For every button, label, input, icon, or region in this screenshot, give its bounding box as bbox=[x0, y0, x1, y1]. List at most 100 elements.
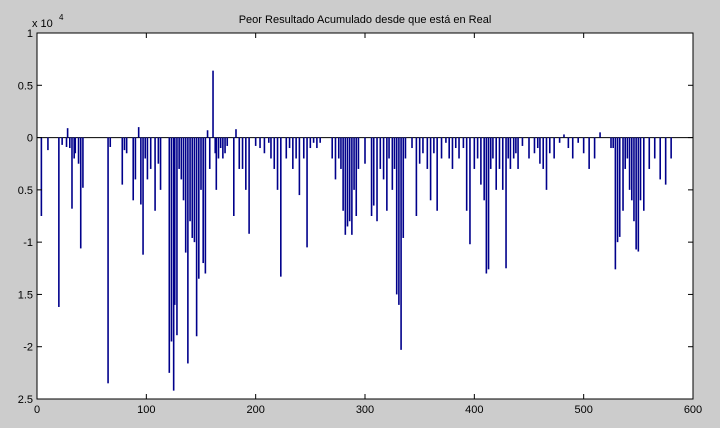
bar bbox=[146, 137, 149, 180]
bar bbox=[280, 137, 282, 277]
bar bbox=[670, 137, 672, 159]
bar bbox=[509, 137, 512, 169]
x-tick-label: 400 bbox=[465, 404, 483, 416]
bar bbox=[346, 137, 349, 227]
bar bbox=[612, 137, 614, 149]
bar bbox=[558, 137, 561, 143]
bar bbox=[189, 137, 191, 222]
x-tick-label: 300 bbox=[356, 404, 374, 416]
bar bbox=[312, 137, 315, 143]
bar bbox=[142, 137, 144, 255]
bar bbox=[582, 137, 585, 154]
bar bbox=[222, 137, 224, 159]
bar bbox=[306, 137, 308, 248]
y-tick-label: 0 bbox=[27, 133, 33, 145]
bar bbox=[633, 137, 635, 222]
exponent-label: x 10 4 bbox=[32, 13, 64, 30]
bar bbox=[512, 137, 515, 159]
bar bbox=[517, 137, 519, 169]
bar bbox=[212, 70, 214, 138]
bar bbox=[109, 137, 112, 147]
exponent-base: x 10 bbox=[32, 18, 53, 30]
bar bbox=[154, 137, 156, 211]
bar bbox=[159, 137, 162, 190]
bar bbox=[267, 137, 270, 143]
bar bbox=[515, 137, 517, 154]
bar bbox=[440, 137, 443, 159]
bar bbox=[404, 137, 407, 159]
bar bbox=[533, 137, 536, 154]
bar bbox=[418, 137, 421, 164]
bar bbox=[204, 137, 207, 274]
bar bbox=[614, 137, 617, 270]
bar bbox=[180, 137, 183, 180]
bar bbox=[622, 137, 624, 211]
bar bbox=[340, 137, 342, 169]
bar bbox=[415, 137, 418, 216]
bar bbox=[202, 137, 204, 264]
bar bbox=[248, 137, 250, 234]
bar bbox=[288, 137, 291, 149]
bar bbox=[489, 137, 492, 169]
bar bbox=[134, 137, 137, 180]
bar bbox=[254, 137, 257, 146]
bar bbox=[298, 137, 301, 196]
bar bbox=[382, 137, 385, 180]
bar bbox=[206, 130, 209, 138]
x-axis: 0 100 200 300 400 500 600 bbox=[34, 33, 702, 416]
bar bbox=[187, 137, 189, 364]
bar bbox=[344, 137, 347, 235]
bar bbox=[47, 137, 49, 151]
bar bbox=[501, 137, 504, 190]
bar bbox=[567, 137, 570, 149]
bar bbox=[664, 137, 667, 185]
bar bbox=[79, 137, 82, 249]
bar bbox=[648, 137, 651, 169]
bar bbox=[653, 137, 656, 159]
bar bbox=[507, 137, 510, 159]
bar bbox=[149, 137, 152, 169]
bar bbox=[259, 137, 261, 149]
bar bbox=[458, 137, 460, 159]
bar bbox=[157, 137, 160, 164]
bar bbox=[465, 137, 468, 211]
x-tick-label: 500 bbox=[574, 404, 592, 416]
bar bbox=[485, 137, 488, 274]
bar bbox=[58, 137, 60, 307]
bar bbox=[395, 137, 398, 295]
bar bbox=[445, 137, 447, 143]
bar bbox=[61, 137, 63, 145]
bar bbox=[214, 137, 217, 154]
bar-series bbox=[40, 70, 672, 391]
bar bbox=[599, 132, 601, 138]
bar bbox=[316, 137, 318, 149]
y-axis: 1 0.5 0 0.5 -1 1.5 -2 2.5 bbox=[18, 28, 693, 406]
bar bbox=[40, 137, 43, 216]
bar bbox=[357, 137, 360, 169]
bar bbox=[172, 137, 175, 391]
bar bbox=[635, 137, 637, 250]
bar bbox=[74, 137, 77, 154]
bar bbox=[292, 137, 294, 169]
bar bbox=[69, 137, 71, 149]
bar bbox=[170, 137, 173, 342]
bar bbox=[536, 137, 539, 149]
bar bbox=[505, 137, 507, 269]
exponent-power: 4 bbox=[59, 13, 64, 22]
bar bbox=[226, 137, 229, 146]
bar bbox=[495, 137, 497, 190]
bar bbox=[215, 137, 218, 190]
bar bbox=[563, 134, 565, 138]
bar bbox=[178, 137, 180, 169]
bar bbox=[402, 137, 405, 238]
bar bbox=[137, 127, 140, 138]
bar bbox=[448, 137, 450, 159]
bar bbox=[121, 137, 124, 185]
bar bbox=[473, 137, 476, 169]
bar bbox=[208, 137, 211, 169]
bar bbox=[480, 137, 482, 185]
bar bbox=[331, 137, 333, 159]
bar bbox=[73, 137, 75, 159]
bar bbox=[637, 137, 640, 252]
